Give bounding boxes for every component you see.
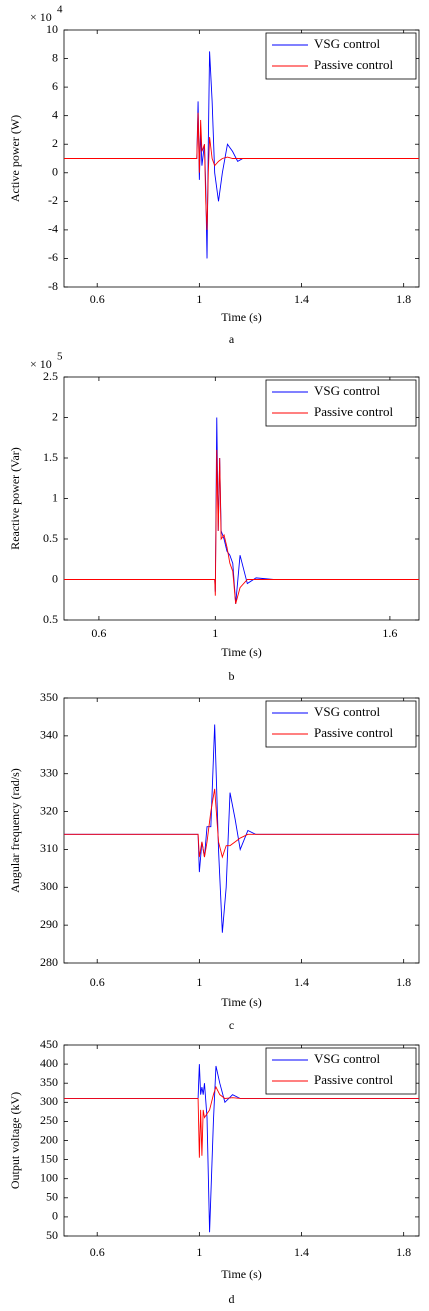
y-tick-label: 100 — [40, 1170, 58, 1184]
y-tick-label: 280 — [40, 955, 58, 969]
x-tick-label: 0.6 — [90, 1245, 105, 1259]
x-axis-label: Time (s) — [221, 995, 262, 1009]
y-tick-label: 0.5 — [43, 531, 58, 545]
caption: b — [229, 669, 235, 683]
y-tick-label: 300 — [40, 879, 58, 893]
y-multiplier: × 10 — [30, 10, 52, 24]
y-tick-label: 400 — [40, 1056, 58, 1070]
series-line — [64, 112, 419, 230]
panel: 280 290 300 310 320 330 340 350 0.6 1 1.4 1.8 Time (… — [8, 690, 420, 1032]
panel: 0.5 0 0.5 1 1.5 2 2.5 0.6 1 1.6 × 10 5 Time (s) React… — [8, 351, 420, 683]
legend-label: VSG control — [314, 36, 380, 51]
legend-box — [265, 1047, 417, 1095]
y-tick-label: -2 — [48, 193, 58, 207]
y-tick-label: 2 — [52, 136, 58, 150]
y-tick-label: 1 — [52, 490, 58, 504]
y-tick-label: 8 — [52, 50, 58, 64]
y-tick-label: 350 — [40, 690, 58, 704]
caption: a — [229, 332, 235, 346]
y-tick-label: 4 — [52, 107, 58, 121]
y-tick-label: 200 — [40, 1132, 58, 1146]
x-tick-label: 1.4 — [294, 292, 309, 306]
y-tick-label: 50 — [46, 1190, 58, 1204]
y-tick-label: 0 — [52, 1209, 58, 1223]
y-tick-label: -4 — [48, 222, 58, 236]
legend-box — [265, 379, 417, 427]
y-tick-label: 300 — [40, 1094, 58, 1108]
y-tick-label: 0 — [52, 571, 58, 585]
x-axis-label: Time (s) — [221, 1267, 262, 1281]
x-tick-label: 1.4 — [294, 975, 309, 989]
legend-label: VSG control — [314, 704, 380, 719]
y-axis-label: Output voltage (kV) — [8, 1092, 22, 1189]
x-tick-label: 0.6 — [91, 626, 106, 640]
y-axis-label: Active power (W) — [8, 115, 22, 202]
y-multiplier-exp: 5 — [57, 351, 63, 363]
x-tick-label: 1.4 — [294, 1245, 309, 1259]
legend-label: Passive control — [314, 57, 393, 72]
x-tick-label: 1.8 — [396, 975, 411, 989]
x-tick-label: 1 — [196, 975, 202, 989]
x-axis-label: Time (s) — [221, 645, 262, 659]
legend-label: Passive control — [314, 1072, 393, 1087]
y-tick-label: 310 — [40, 841, 58, 855]
x-tick-label: 1 — [196, 1245, 202, 1259]
series-line — [64, 1064, 419, 1233]
y-tick-label: 50 — [46, 1228, 58, 1242]
legend-box — [265, 32, 417, 80]
caption: c — [229, 1018, 234, 1032]
x-tick-label: 1 — [212, 626, 218, 640]
panel: 50 0 50 100 150 200 250 300 350 400 450 0.6 1 1.4 1.8 T… — [8, 1037, 420, 1306]
series-line — [64, 1085, 419, 1158]
caption: d — [229, 1292, 235, 1306]
y-tick-label: -6 — [48, 250, 58, 264]
y-tick-label: 320 — [40, 803, 58, 817]
y-axis-label: Angular frequency (rad/s) — [8, 768, 22, 893]
y-tick-label: 450 — [40, 1037, 58, 1051]
y-tick-label: 6 — [52, 79, 58, 93]
y-tick-label: 150 — [40, 1151, 58, 1165]
legend-label: VSG control — [314, 1051, 380, 1066]
x-tick-label: 0.6 — [90, 292, 105, 306]
y-tick-label: 0 — [52, 165, 58, 179]
y-tick-label: 330 — [40, 765, 58, 779]
y-axis-label: Reactive power (Var) — [8, 447, 22, 550]
y-multiplier-exp: 4 — [57, 4, 63, 16]
x-tick-label: 1.6 — [382, 626, 397, 640]
y-tick-label: 1.5 — [43, 450, 58, 464]
y-tick-label: 290 — [40, 917, 58, 931]
legend-label: VSG control — [314, 383, 380, 398]
y-tick-label: 10 — [46, 22, 58, 36]
y-tick-label: -8 — [48, 279, 58, 293]
y-tick-label: 2 — [52, 409, 58, 423]
legend-box — [265, 700, 417, 748]
series-line — [64, 724, 419, 933]
series-line — [64, 449, 419, 604]
y-tick-label: 340 — [40, 728, 58, 742]
x-tick-label: 1.8 — [396, 1245, 411, 1259]
legend-label: Passive control — [314, 404, 393, 419]
y-multiplier: × 10 — [30, 357, 52, 371]
x-axis-label: Time (s) — [221, 310, 262, 324]
x-tick-label: 1.8 — [396, 292, 411, 306]
panel: -8 -6 -4 -2 0 2 4 6 8 10 0.6 1 1.4 1.8 × 10 4 Time (s) Ac… — [8, 4, 420, 346]
series-line — [64, 788, 419, 859]
y-tick-label: 0.5 — [43, 612, 58, 626]
x-tick-label: 0.6 — [90, 975, 105, 989]
legend-label: Passive control — [314, 725, 393, 740]
x-tick-label: 1 — [196, 292, 202, 306]
y-tick-label: 250 — [40, 1113, 58, 1127]
y-tick-label: 2.5 — [43, 369, 58, 383]
y-tick-label: 350 — [40, 1075, 58, 1089]
